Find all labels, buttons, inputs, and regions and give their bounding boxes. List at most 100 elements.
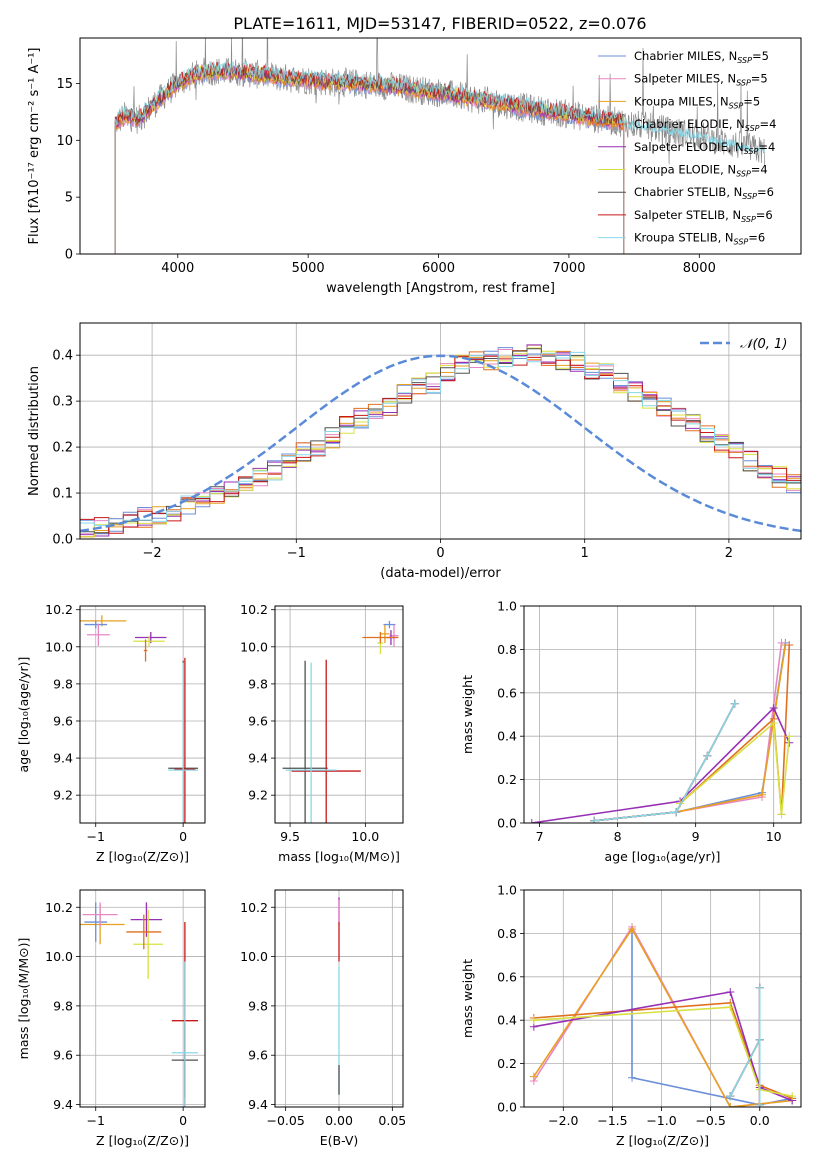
y-tick-label: 10.2 (45, 602, 73, 617)
weight-series-line (533, 1006, 793, 1097)
mass-vs-z-plot-area (80, 902, 199, 1107)
weight-point-marker (527, 819, 536, 823)
weight-point-marker (628, 1073, 637, 1082)
legend-label: Kroupa ELODIE, NSSP=4 (634, 163, 768, 179)
x-axis-label: wavelength [Angstrom, rest frame] (326, 281, 555, 296)
y-axis-label: Normed distribution (27, 366, 42, 496)
legend-label: 𝒩(0, 1) (740, 337, 787, 352)
x-axis-label: (data-model)/error (380, 566, 501, 581)
x-tick-label: −1 (87, 1113, 105, 1128)
weight-point-marker (755, 983, 764, 992)
y-tick-label: 0.1 (52, 487, 73, 502)
x-axis-label: Z [log₁₀(Z/Z⊙)] (616, 1133, 709, 1148)
y-tick-label: 0.2 (497, 772, 517, 787)
weight-vs-z-frame (523, 889, 802, 1108)
y-axis-label: age [log₁₀(age/yr)] (16, 657, 31, 773)
spectrum-panel: 4000 5000 6000 7000 8000 0 5 10 15 wavelength [An… (27, 37, 802, 296)
weight-point-marker (628, 925, 637, 934)
spectrum-plot-area (114, 38, 765, 254)
y-tick-label: 0.6 (497, 685, 517, 700)
y-tick-label: 0.4 (497, 1013, 517, 1028)
x-tick-label: −1.5 (597, 1113, 627, 1128)
histogram-step-line (80, 353, 801, 538)
x-tick-label: 1 (581, 546, 589, 561)
weight-point-marker (672, 808, 681, 817)
weight-point-marker (769, 703, 778, 712)
y-tick-label: 9.2 (53, 788, 73, 803)
y-axis-label: Flux [fλ10⁻¹⁷ erg cm⁻² s⁻¹ A⁻¹] (27, 48, 42, 245)
residual-hist-plot-area (80, 344, 801, 538)
model-spectrum-line (114, 66, 625, 254)
figure-title: PLATE=1611, MJD=53147, FIBERID=0522, z=0… (233, 14, 646, 33)
legend-label: Chabrier STELIB, NSSP=6 (634, 185, 774, 201)
weight-series-line (679, 721, 791, 815)
x-axis-label: mass [log₁₀(M/M⊙)] (278, 849, 400, 864)
y-tick-label: 9.2 (248, 788, 268, 803)
y-tick-label: 0.8 (497, 642, 517, 657)
legend-label: Salpeter MILES, NSSP=5 (634, 72, 768, 88)
y-tick-label: 15 (56, 77, 73, 92)
x-tick-label: 0.0 (750, 1113, 770, 1128)
x-tick-label: −1 (87, 829, 105, 844)
model-spectrum-line (114, 67, 625, 254)
mass-vs-z-frame (79, 889, 206, 1108)
legend-label: Chabrier MILES, NSSP=5 (634, 49, 769, 65)
y-tick-label: 10.0 (45, 639, 73, 654)
x-axis-label: Z [log₁₀(Z/Z⊙)] (96, 849, 189, 864)
x-tick-label: −0.5 (695, 1113, 725, 1128)
x-tick-label: 6000 (422, 261, 455, 276)
legend-label: Salpeter STELIB, NSSP=6 (634, 208, 773, 224)
y-tick-label: 9.8 (53, 998, 73, 1013)
y-tick-label: 10.2 (240, 900, 268, 915)
weight-point-marker (755, 1100, 764, 1107)
y-tick-label: 0.4 (497, 729, 517, 744)
y-tick-label: 0.8 (497, 926, 517, 941)
y-tick-label: 9.8 (53, 676, 73, 691)
y-tick-label: 9.4 (248, 1097, 268, 1112)
x-tick-label: 5000 (292, 261, 325, 276)
x-tick-label: 0 (436, 546, 444, 561)
residual-hist-panel: −2 −1 0 1 2 0.0 0.1 0.2 0.3 0.4 (data-model)/error… (27, 322, 802, 581)
y-tick-label: 9.8 (248, 998, 268, 1013)
weight-series-line (594, 703, 736, 822)
weight-point-marker (703, 751, 712, 760)
weight-point-marker (788, 1092, 797, 1101)
weight-vs-z-plot-area (529, 922, 797, 1107)
histogram-step-line (80, 351, 801, 526)
y-tick-label: 0.2 (497, 1056, 517, 1071)
weight-series-line (533, 1001, 793, 1100)
weight-series-line (533, 991, 793, 1102)
y-tick-label: 9.6 (248, 1048, 268, 1063)
x-tick-label: 0.00 (325, 1113, 353, 1128)
x-tick-label: −1 (287, 546, 306, 561)
y-tick-label: 9.4 (53, 751, 73, 766)
y-tick-label: 1.0 (497, 599, 517, 614)
weight-series-line (531, 706, 791, 823)
x-tick-label: 2 (725, 546, 733, 561)
weight-point-marker (755, 1035, 764, 1044)
x-tick-label: 8 (614, 829, 622, 844)
y-tick-label: 0.6 (497, 969, 517, 984)
legend-label: Kroupa STELIB, NSSP=6 (634, 231, 765, 247)
y-tick-label: 0.2 (52, 441, 73, 456)
legend-label: Salpeter ELODIE, NSSP=4 (634, 140, 775, 156)
age-vs-mass-plot-area (282, 620, 399, 823)
spectrum-frame (79, 37, 802, 255)
weight-vs-age-plot-area (527, 638, 794, 823)
y-tick-label: 10.2 (45, 900, 73, 915)
x-tick-label: −0.05 (267, 1113, 305, 1128)
y-tick-label: 9.6 (248, 713, 268, 728)
weight-series-line (533, 927, 793, 1107)
x-tick-label: 0 (179, 1113, 187, 1128)
x-tick-label: 9.5 (280, 829, 300, 844)
x-tick-label: 9 (692, 829, 700, 844)
x-tick-label: 0.05 (378, 1113, 406, 1128)
y-tick-label: 9.4 (53, 1097, 73, 1112)
spectrum-legend: Chabrier MILES, NSSP=5 Salpeter MILES, NS… (598, 49, 776, 247)
weight-point-marker (730, 699, 739, 708)
y-tick-label: 10.2 (240, 602, 268, 617)
y-tick-label: 10.0 (240, 639, 268, 654)
y-axis-label: mass weight (460, 675, 475, 754)
age-vs-mass-panel: 9.5 10.0 9.2 9.4 9.6 9.8 10.0 10.2 mass [log₁₀(M… (240, 602, 404, 864)
